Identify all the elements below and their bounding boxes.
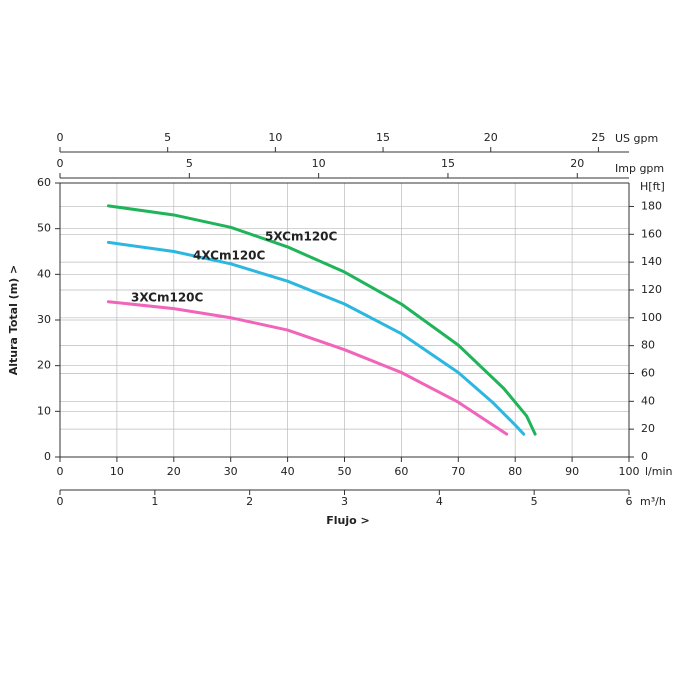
bottom2-tick-label: 1 — [151, 495, 158, 508]
x-tick-label: 100 — [619, 465, 640, 478]
top-tick-label: 0 — [57, 157, 64, 170]
curve-label: 4XCm120C — [193, 249, 266, 263]
y-tick-label: 50 — [37, 222, 51, 235]
y-tick-label: 40 — [37, 267, 51, 280]
y2-tick-label: 180 — [641, 199, 662, 212]
y2-tick-label: 80 — [641, 339, 655, 352]
y2-unit: H[ft] — [640, 180, 665, 193]
top-tick-label: 15 — [441, 157, 455, 170]
y-axis-title: Altura Total (m) > — [7, 265, 20, 376]
x-tick-label: 0 — [57, 465, 64, 478]
x-tick-label: 70 — [451, 465, 465, 478]
top-tick-label: 5 — [186, 157, 193, 170]
y2-tick-label: 160 — [641, 227, 662, 240]
x-tick-label: 90 — [565, 465, 579, 478]
curve — [106, 300, 509, 436]
bottom2-tick-label: 5 — [531, 495, 538, 508]
y-tick-label: 0 — [44, 450, 51, 463]
x-unit: l/min — [645, 465, 673, 478]
x-tick-label: 80 — [508, 465, 522, 478]
y2-tick-label: 40 — [641, 394, 655, 407]
curve — [106, 204, 537, 436]
y2-tick-label: 120 — [641, 283, 662, 296]
bottom2-tick-label: 2 — [246, 495, 253, 508]
y2-tick-label: 140 — [641, 255, 662, 268]
curve — [106, 240, 526, 436]
y-tick-label: 10 — [37, 404, 51, 417]
top-tick-label: 25 — [591, 131, 605, 144]
top-tick-label: 10 — [312, 157, 326, 170]
y2-tick-label: 20 — [641, 422, 655, 435]
bottom2-tick-label: 3 — [341, 495, 348, 508]
y-tick-label: 60 — [37, 176, 51, 189]
bottom2-tick-label: 4 — [436, 495, 443, 508]
x-tick-label: 50 — [338, 465, 352, 478]
top-unit: Imp gpm — [615, 162, 664, 175]
curve-label: 5XCm120C — [265, 230, 338, 244]
bottom2-tick-label: 6 — [626, 495, 633, 508]
x-axis-title: Flujo > — [326, 514, 370, 527]
x-tick-label: 40 — [281, 465, 295, 478]
top-tick-label: 10 — [268, 131, 282, 144]
top-tick-label: 20 — [570, 157, 584, 170]
top-unit: US gpm — [615, 132, 658, 145]
bottom2-unit: m³/h — [640, 495, 666, 508]
curve-label: 3XCm120C — [131, 291, 204, 305]
y2-tick-label: 60 — [641, 366, 655, 379]
y2-tick-label: 100 — [641, 311, 662, 324]
x-tick-label: 20 — [167, 465, 181, 478]
bottom2-tick-label: 0 — [57, 495, 64, 508]
top-tick-label: 5 — [164, 131, 171, 144]
y2-tick-label: 0 — [641, 450, 648, 463]
x-tick-label: 60 — [394, 465, 408, 478]
x-tick-label: 30 — [224, 465, 238, 478]
x-tick-label: 10 — [110, 465, 124, 478]
top-tick-label: 15 — [376, 131, 390, 144]
y-tick-label: 20 — [37, 359, 51, 372]
top-tick-label: 0 — [57, 131, 64, 144]
y-tick-label: 30 — [37, 313, 51, 326]
top-tick-label: 20 — [484, 131, 498, 144]
